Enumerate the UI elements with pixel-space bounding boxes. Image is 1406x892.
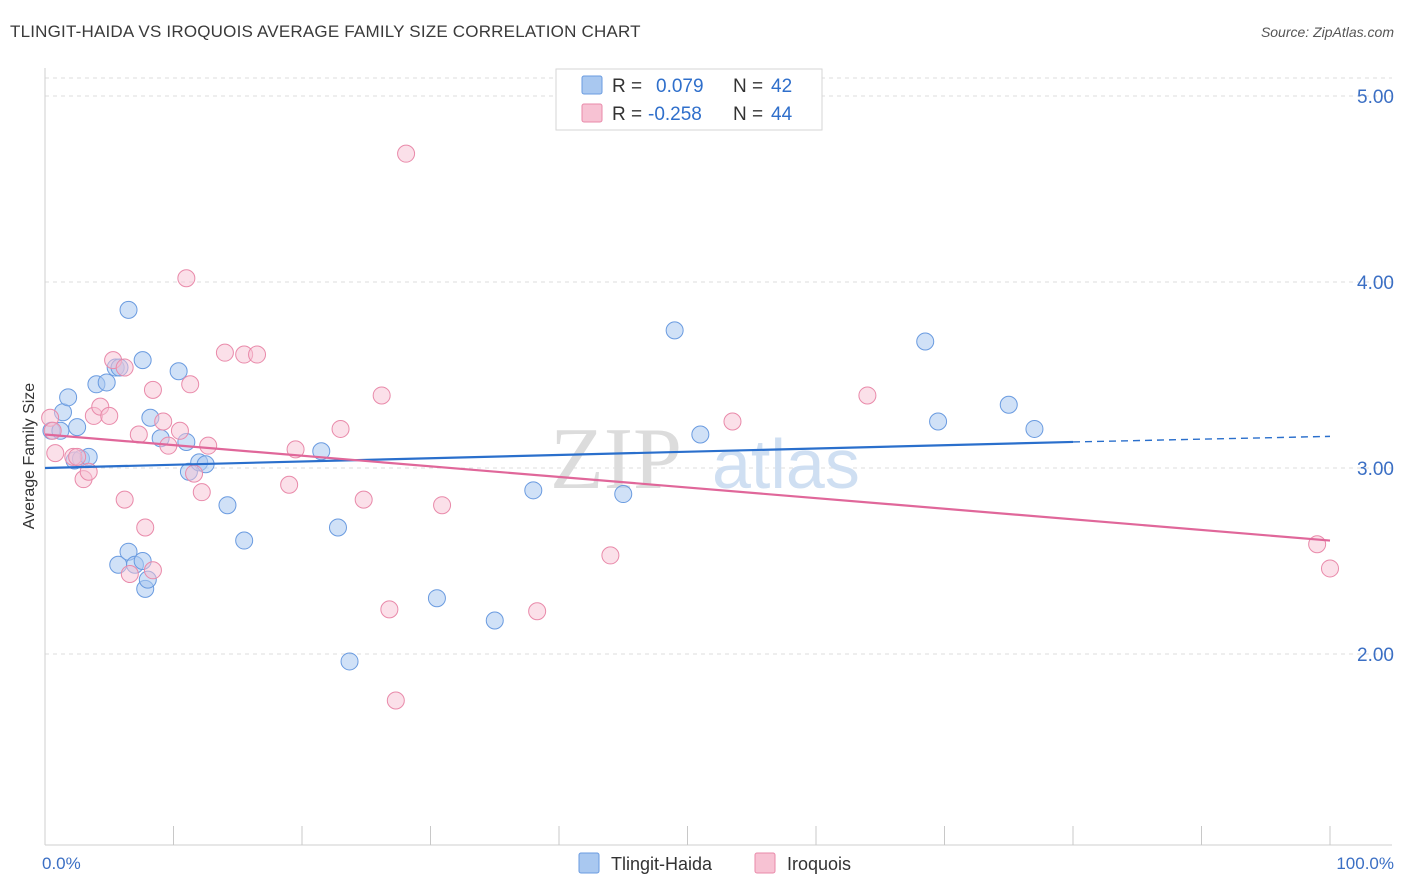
bottom-legend-tlingit: Tlingit-Haida: [611, 854, 713, 874]
iroquois-point-4: [68, 447, 87, 466]
trend-lines: [44, 433, 1331, 542]
iroquois-point-31: [331, 419, 350, 438]
legend-swatch-iroquois: [581, 103, 603, 123]
tlingit-point-31: [340, 652, 359, 671]
iroquois-point-21: [177, 269, 196, 288]
x-tick-label-0: 0.0%: [42, 854, 81, 873]
iroquois-point-16: [143, 380, 162, 399]
tlingit-point-37: [691, 425, 710, 444]
tlingit-trend-extension: [1072, 435, 1331, 443]
y-tick-label-3: 5.00: [1357, 87, 1394, 108]
iroquois-point-41: [858, 386, 877, 405]
iroquois-points: [41, 144, 1339, 710]
iroquois-point-14: [136, 518, 155, 537]
tlingit-point-30: [328, 518, 347, 537]
tlingit-point-40: [999, 395, 1018, 414]
bottom-legend-swatch-tlingit: [578, 852, 600, 874]
iroquois-point-11: [115, 358, 134, 377]
iroquois-point-37: [433, 496, 452, 515]
tlingit-point-36: [665, 321, 684, 340]
iroquois-point-34: [380, 600, 399, 619]
iroquois-point-43: [1321, 559, 1339, 578]
tlingit-point-29: [312, 442, 331, 461]
tlingit-point-34: [524, 481, 543, 500]
iroquois-point-28: [248, 345, 267, 364]
iroquois-trend-line: [44, 433, 1331, 542]
tlingit-point-3: [59, 388, 78, 407]
iroquois-point-24: [192, 483, 211, 502]
tlingit-point-13: [119, 300, 138, 319]
bottom-legend-iroquois: Iroquois: [787, 854, 851, 874]
iroquois-point-13: [129, 425, 148, 444]
legend-n-label-1: N =: [733, 76, 763, 97]
legend-n-value-1: 42: [771, 76, 792, 97]
tlingit-point-27: [218, 496, 237, 515]
y-tick-label-2: 4.00: [1357, 273, 1394, 294]
watermark-atlas: atlas: [712, 425, 860, 503]
iroquois-point-39: [601, 546, 620, 565]
tlingit-point-38: [916, 332, 935, 351]
bottom-legend-swatch-iroquois: [754, 852, 776, 874]
iroquois-point-32: [354, 490, 373, 509]
iroquois-point-33: [372, 386, 391, 405]
tlingit-point-32: [427, 589, 446, 608]
x-tick-label-1: 100.0%: [1336, 854, 1394, 873]
gridlines: [45, 77, 1392, 655]
legend-r-value-2: -0.258: [648, 104, 702, 125]
tlingit-point-5: [68, 418, 87, 437]
legend-swatch-tlingit: [581, 75, 603, 95]
tlingit-point-41: [1025, 419, 1044, 438]
tlingit-point-28: [235, 531, 254, 550]
tlingit-point-16: [133, 351, 152, 370]
iroquois-point-2: [46, 444, 65, 463]
iroquois-point-38: [528, 602, 547, 621]
iroquois-point-36: [397, 144, 416, 163]
tick-labels: 2.00 3.00 4.00 5.00 0.0% 100.0%: [42, 87, 1394, 873]
iroquois-point-26: [215, 343, 234, 362]
legend-n-value-2: 44: [771, 104, 793, 125]
iroquois-point-12: [115, 490, 134, 509]
tlingit-point-9: [97, 373, 116, 392]
iroquois-point-40: [723, 412, 742, 431]
axes: [44, 68, 1392, 846]
legend-r-value-1: 0.079: [656, 76, 704, 97]
iroquois-point-17: [143, 561, 162, 580]
tlingit-point-39: [929, 412, 948, 431]
tlingit-trend-line: [44, 440, 1074, 470]
source-label: Source: ZipAtlas.com: [1260, 24, 1394, 40]
iroquois-point-22: [181, 375, 200, 394]
legend-r-label-1: R =: [612, 76, 642, 97]
tlingit-point-35: [614, 485, 633, 504]
tlingit-point-22: [169, 362, 188, 381]
legend-n-label-2: N =: [733, 104, 763, 125]
series-legend: Tlingit-Haida Iroquois: [578, 852, 851, 874]
iroquois-point-30: [286, 440, 305, 459]
iroquois-point-18: [154, 412, 173, 431]
y-tick-label-0: 2.00: [1357, 645, 1394, 666]
iroquois-point-20: [170, 421, 189, 440]
iroquois-point-25: [199, 436, 218, 455]
tlingit-point-33: [485, 611, 504, 630]
chart-title: TLINGIT-HAIDA VS IROQUOIS AVERAGE FAMILY…: [10, 22, 641, 41]
iroquois-point-29: [280, 475, 299, 494]
watermark: ZIP atlas: [550, 411, 860, 508]
legend-r-label-2: R =: [612, 104, 642, 125]
iroquois-point-9: [100, 406, 119, 425]
iroquois-point-23: [185, 464, 204, 483]
y-tick-label-1: 3.00: [1357, 459, 1394, 480]
iroquois-point-35: [386, 691, 405, 710]
y-axis-label: Average Family Size: [21, 383, 38, 530]
stats-legend: R = 0.079 N = 42 R = -0.258 N = 44: [555, 68, 823, 131]
iroquois-point-15: [120, 565, 139, 584]
